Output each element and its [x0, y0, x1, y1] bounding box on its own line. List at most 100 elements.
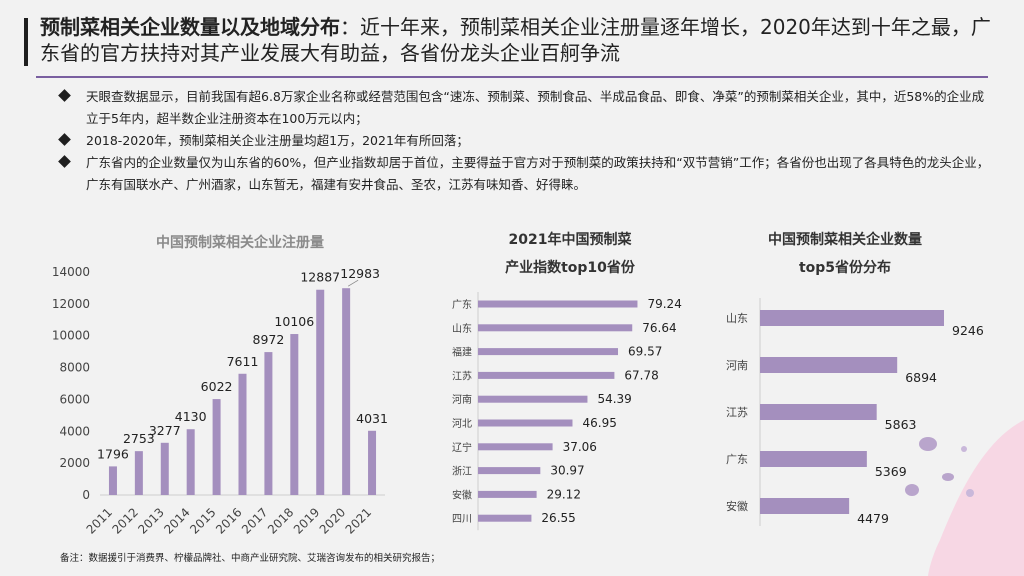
bar-2014: [186, 429, 195, 495]
y-tick-label: 2000: [59, 456, 90, 470]
data-label: 8972: [253, 332, 285, 347]
category-label: 河南: [452, 393, 472, 406]
category-label: 浙江: [452, 466, 472, 478]
chart2-title-line: 2021年中国预制菜: [508, 232, 632, 248]
data-label: 12887: [300, 270, 340, 285]
data-label: 76.64: [642, 321, 676, 335]
data-label: 3277: [149, 423, 181, 438]
x-tick-label: 2017: [239, 505, 270, 536]
x-tick-label: 2013: [135, 505, 166, 536]
bar-2016: [238, 373, 247, 495]
pink-corner-decoration: [928, 420, 1024, 576]
purple-dot-decoration: [919, 437, 937, 451]
bullet-list: 天眼查数据显示，目前我国有超6.8万家企业名称或经营范围包含“速冻、预制菜、预制…: [58, 86, 990, 196]
data-label: 7611: [227, 354, 259, 369]
bullet-text: 广东省内的企业数量仅为山东省的60%，但产业指数却居于首位，主要得益于官方对于预…: [86, 155, 990, 192]
category-label: 广东: [452, 298, 472, 311]
bar-四川: [478, 514, 532, 522]
bar-山东: [478, 324, 633, 332]
data-label: 26.55: [541, 511, 575, 525]
category-label: 江苏: [726, 406, 748, 419]
bar-广东: [478, 300, 638, 308]
data-label: 30.97: [550, 464, 584, 478]
data-label: 1796: [97, 446, 129, 461]
chart1-title: 中国预制菜相关企业注册量: [156, 235, 324, 251]
bar-河南: [760, 357, 898, 373]
chart1-registrations: 0 2000 4000 6000 8000 10000 12000 14000 1796 2011…: [52, 265, 388, 537]
purple-dot-decoration: [961, 446, 967, 452]
bar-2013: [160, 442, 169, 495]
bar-2011: [108, 466, 117, 495]
bar-辽宁: [478, 443, 553, 451]
data-label: 2753: [123, 431, 155, 446]
bar-浙江: [478, 467, 541, 475]
data-label: 10106: [274, 314, 314, 329]
bar-江苏: [478, 371, 615, 379]
y-tick-label: 14000: [52, 265, 90, 279]
x-tick-label: 2015: [187, 505, 218, 536]
category-label: 山东: [452, 322, 472, 335]
category-label: 广东: [726, 453, 748, 466]
bar-安徽: [760, 498, 850, 514]
x-tick-label: 2012: [109, 505, 140, 536]
chart3-title-line: top5省份分布: [798, 260, 892, 276]
bullet-text: 2018-2020年，预制菜相关企业注册量均超1万，2021年有所回落；: [86, 133, 469, 148]
title-divider: [36, 76, 988, 78]
bar-2017: [264, 352, 273, 495]
chart3-title-line: 中国预制菜相关企业数量: [768, 232, 922, 248]
bar-山东: [760, 310, 944, 326]
y-tick-label: 10000: [52, 329, 90, 343]
data-label: 29.12: [547, 487, 581, 501]
bar-安徽: [478, 490, 537, 498]
page-title-bold: 预制菜相关企业数量以及地域分布: [40, 15, 340, 39]
category-label: 江苏: [452, 369, 472, 382]
bullet-item: 2018-2020年，预制菜相关企业注册量均超1万，2021年有所回落；: [58, 130, 990, 152]
data-label: 4130: [175, 409, 207, 424]
x-tick-label: 2018: [265, 505, 296, 536]
y-tick-label: 0: [82, 488, 90, 502]
category-label: 四川: [452, 514, 472, 525]
y-tick-label: 12000: [52, 297, 90, 311]
data-label: 46.95: [582, 416, 616, 430]
data-label: 79.24: [647, 297, 681, 311]
bar-2020: [342, 288, 351, 495]
x-tick-label: 2016: [213, 505, 244, 536]
bar-2021: [368, 430, 377, 495]
data-label: 4479: [857, 511, 889, 526]
category-label: 安徽: [452, 488, 472, 501]
data-label: 5863: [885, 417, 917, 432]
category-label: 河南: [726, 359, 748, 372]
category-label: 辽宁: [452, 441, 472, 454]
data-label: 37.06: [563, 440, 597, 454]
category-label: 福建: [452, 346, 472, 359]
chart3-title: 中国预制菜相关企业数量 top5省份分布: [720, 226, 970, 282]
data-label: 69.57: [628, 345, 662, 359]
bar-2018: [290, 334, 299, 495]
bullet-text: 天眼查数据显示，目前我国有超6.8万家企业名称或经营范围包含“速冻、预制菜、预制…: [86, 89, 985, 126]
bar-2012: [134, 451, 143, 495]
x-tick-label: 2011: [84, 505, 115, 536]
bar-2015: [212, 399, 221, 495]
page-title: 预制菜相关企业数量以及地域分布：近十年来，预制菜相关企业注册量逐年增长，2020…: [40, 14, 1000, 66]
data-label: 6894: [905, 370, 937, 385]
bar-广东: [760, 451, 867, 467]
footnote: 备注：数据援引于消费界、柠檬品牌社、中商产业研究院、艾瑞咨询发布的相关研究报告；: [60, 553, 441, 564]
y-tick-label: 8000: [59, 361, 90, 375]
bar-河南: [478, 395, 588, 403]
category-label: 河北: [452, 418, 472, 430]
bar-江苏: [760, 404, 877, 420]
data-label: 54.39: [597, 392, 631, 406]
y-tick-label: 6000: [59, 392, 90, 406]
data-label: 67.78: [624, 368, 658, 382]
chart2-title: 2021年中国预制菜 产业指数top10省份: [460, 226, 680, 282]
decoration-group: [905, 420, 1024, 576]
bullet-item: 广东省内的企业数量仅为山东省的60%，但产业指数却居于首位，主要得益于官方对于预…: [58, 152, 990, 196]
bar-福建: [478, 348, 619, 356]
bullet-item: 天眼查数据显示，目前我国有超6.8万家企业名称或经营范围包含“速冻、预制菜、预制…: [58, 86, 990, 130]
data-label: 5369: [875, 464, 907, 479]
data-label: 12983: [340, 266, 380, 281]
chart3-top5-provinces: 山东 9246 河南 6894 江苏 5863 广东 5369 安徽 4479: [726, 298, 984, 526]
data-label: 6022: [201, 379, 233, 394]
data-label: 9246: [952, 323, 984, 338]
